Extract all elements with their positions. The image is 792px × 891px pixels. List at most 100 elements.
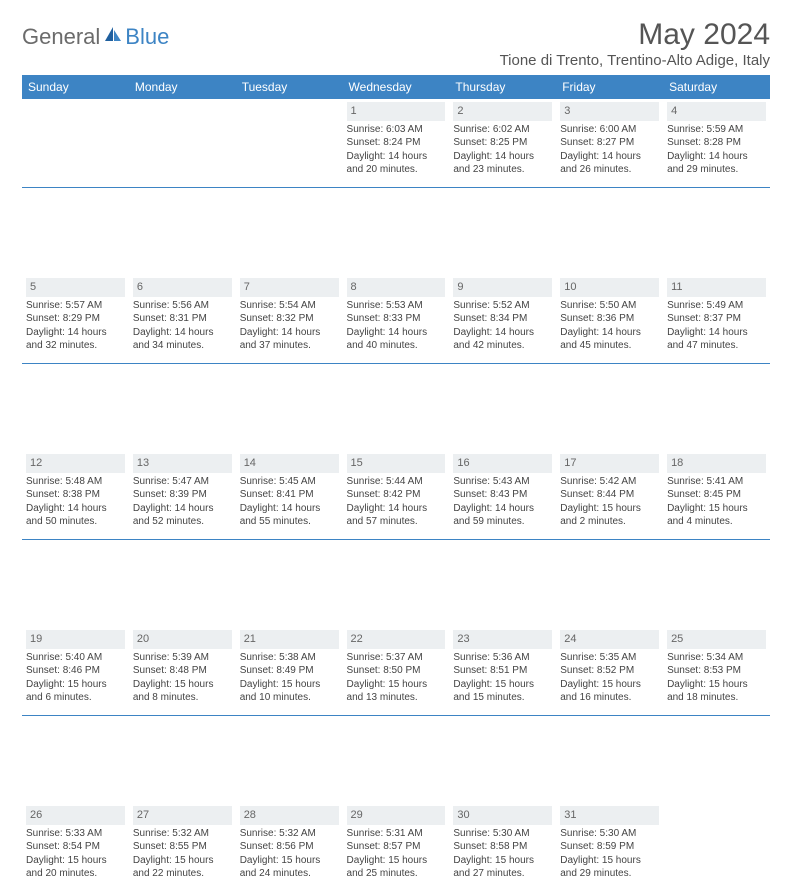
- daylight-line: Daylight: 15 hours and 13 minutes.: [347, 678, 446, 705]
- day-details: Sunrise: 5:42 AMSunset: 8:44 PMDaylight:…: [560, 475, 659, 529]
- sunrise-line: Sunrise: 5:33 AM: [26, 827, 125, 841]
- week-separator: [22, 363, 770, 451]
- sunset-line: Sunset: 8:39 PM: [133, 488, 232, 502]
- day-number: 30: [453, 806, 552, 825]
- calendar-day: 15 Sunrise: 5:44 AMSunset: 8:42 PMDayligh…: [343, 451, 450, 539]
- calendar-day-empty: [236, 99, 343, 187]
- daylight-line: Daylight: 14 hours and 57 minutes.: [347, 502, 446, 529]
- calendar-day-empty: [129, 99, 236, 187]
- calendar-day: 25Sunrise: 5:34 AMSunset: 8:53 PMDayligh…: [663, 627, 770, 715]
- calendar-body: 1Sunrise: 6:03 AMSunset: 8:24 PMDaylight…: [22, 99, 770, 891]
- sunrise-line: Sunrise: 5:56 AM: [133, 299, 232, 313]
- daylight-line: Daylight: 14 hours and 34 minutes.: [133, 326, 232, 353]
- calendar-table: SundayMondayTuesdayWednesdayThursdayFrid…: [22, 75, 770, 891]
- month-title: May 2024: [500, 18, 770, 52]
- sunset-line: Sunset: 8:28 PM: [667, 136, 766, 150]
- calendar-day: 21Sunrise: 5:38 AMSunset: 8:49 PMDayligh…: [236, 627, 343, 715]
- calendar-day: 18Sunrise: 5:41 AMSunset: 8:45 PMDayligh…: [663, 451, 770, 539]
- calendar-day: 14Sunrise: 5:45 AMSunset: 8:41 PMDayligh…: [236, 451, 343, 539]
- sunset-line: Sunset: 8:49 PM: [240, 664, 339, 678]
- day-number: 15: [347, 454, 446, 473]
- day-details: Sunrise: 5:39 AMSunset: 8:48 PMDaylight:…: [133, 651, 232, 705]
- sunrise-line: Sunrise: 5:48 AM: [26, 475, 125, 489]
- day-number: 2: [453, 102, 552, 121]
- daylight-line: Daylight: 15 hours and 2 minutes.: [560, 502, 659, 529]
- daylight-line: Daylight: 15 hours and 8 minutes.: [133, 678, 232, 705]
- week-separator: [22, 539, 770, 627]
- calendar-week: 5Sunrise: 5:57 AMSunset: 8:29 PMDaylight…: [22, 275, 770, 363]
- calendar-week: 26Sunrise: 5:33 AMSunset: 8:54 PMDayligh…: [22, 803, 770, 891]
- calendar-day: 3Sunrise: 6:00 AMSunset: 8:27 PMDaylight…: [556, 99, 663, 187]
- sunset-line: Sunset: 8:24 PM: [347, 136, 446, 150]
- sunrise-line: Sunrise: 5:45 AM: [240, 475, 339, 489]
- daylight-line: Daylight: 14 hours and 50 minutes.: [26, 502, 125, 529]
- weekday-header: Thursday: [449, 75, 556, 99]
- day-number: 8: [347, 278, 446, 297]
- sunrise-line: Sunrise: 6:02 AM: [453, 123, 552, 137]
- sunset-line: Sunset: 8:37 PM: [667, 312, 766, 326]
- sunset-line: Sunset: 8:45 PM: [667, 488, 766, 502]
- calendar-day: 13Sunrise: 5:47 AMSunset: 8:39 PMDayligh…: [129, 451, 236, 539]
- sunset-line: Sunset: 8:46 PM: [26, 664, 125, 678]
- sunrise-line: Sunrise: 5:31 AM: [347, 827, 446, 841]
- sunset-line: Sunset: 8:55 PM: [133, 840, 232, 854]
- sunset-line: Sunset: 8:41 PM: [240, 488, 339, 502]
- sunset-line: Sunset: 8:34 PM: [453, 312, 552, 326]
- sunset-line: Sunset: 8:29 PM: [26, 312, 125, 326]
- day-details: Sunrise: 5:30 AMSunset: 8:59 PMDaylight:…: [560, 827, 659, 881]
- sunrise-line: Sunrise: 6:00 AM: [560, 123, 659, 137]
- logo-sail-icon: [103, 25, 123, 45]
- sunset-line: Sunset: 8:57 PM: [347, 840, 446, 854]
- sunrise-line: Sunrise: 5:30 AM: [560, 827, 659, 841]
- calendar-head: SundayMondayTuesdayWednesdayThursdayFrid…: [22, 75, 770, 99]
- day-details: Sunrise: 5:32 AMSunset: 8:55 PMDaylight:…: [133, 827, 232, 881]
- day-details: Sunrise: 5:53 AMSunset: 8:33 PMDaylight:…: [347, 299, 446, 353]
- daylight-line: Daylight: 14 hours and 32 minutes.: [26, 326, 125, 353]
- day-number: 20: [133, 630, 232, 649]
- daylight-line: Daylight: 15 hours and 29 minutes.: [560, 854, 659, 881]
- calendar-day: 24Sunrise: 5:35 AMSunset: 8:52 PMDayligh…: [556, 627, 663, 715]
- sunrise-line: Sunrise: 5:37 AM: [347, 651, 446, 665]
- day-number: 28: [240, 806, 339, 825]
- sunrise-line: Sunrise: 5:40 AM: [26, 651, 125, 665]
- calendar-day: 11Sunrise: 5:49 AMSunset: 8:37 PMDayligh…: [663, 275, 770, 363]
- daylight-line: Daylight: 14 hours and 40 minutes.: [347, 326, 446, 353]
- sunset-line: Sunset: 8:56 PM: [240, 840, 339, 854]
- calendar-day: 5Sunrise: 5:57 AMSunset: 8:29 PMDaylight…: [22, 275, 129, 363]
- daylight-line: Daylight: 14 hours and 47 minutes.: [667, 326, 766, 353]
- sunset-line: Sunset: 8:59 PM: [560, 840, 659, 854]
- sunset-line: Sunset: 8:38 PM: [26, 488, 125, 502]
- sunrise-line: Sunrise: 5:38 AM: [240, 651, 339, 665]
- sunset-line: Sunset: 8:42 PM: [347, 488, 446, 502]
- day-details: Sunrise: 5:44 AMSunset: 8:42 PMDaylight:…: [347, 475, 446, 529]
- sunset-line: Sunset: 8:52 PM: [560, 664, 659, 678]
- sunset-line: Sunset: 8:44 PM: [560, 488, 659, 502]
- sunrise-line: Sunrise: 5:47 AM: [133, 475, 232, 489]
- title-block: May 2024 Tione di Trento, Trentino-Alto …: [500, 18, 770, 69]
- day-number: 12: [26, 454, 125, 473]
- sunset-line: Sunset: 8:32 PM: [240, 312, 339, 326]
- day-details: Sunrise: 5:31 AMSunset: 8:57 PMDaylight:…: [347, 827, 446, 881]
- sunset-line: Sunset: 8:53 PM: [667, 664, 766, 678]
- day-details: Sunrise: 5:40 AMSunset: 8:46 PMDaylight:…: [26, 651, 125, 705]
- sunrise-line: Sunrise: 5:57 AM: [26, 299, 125, 313]
- calendar-day: 26Sunrise: 5:33 AMSunset: 8:54 PMDayligh…: [22, 803, 129, 891]
- calendar-day-empty: [22, 99, 129, 187]
- day-details: Sunrise: 6:02 AMSunset: 8:25 PMDaylight:…: [453, 123, 552, 177]
- calendar-week: 12Sunrise: 5:48 AMSunset: 8:38 PMDayligh…: [22, 451, 770, 539]
- brand-part1: General: [22, 24, 100, 50]
- daylight-line: Daylight: 14 hours and 59 minutes.: [453, 502, 552, 529]
- sunset-line: Sunset: 8:58 PM: [453, 840, 552, 854]
- daylight-line: Daylight: 15 hours and 20 minutes.: [26, 854, 125, 881]
- day-number: 31: [560, 806, 659, 825]
- sunrise-line: Sunrise: 5:44 AM: [347, 475, 446, 489]
- weekday-header: Tuesday: [236, 75, 343, 99]
- daylight-line: Daylight: 14 hours and 26 minutes.: [560, 150, 659, 177]
- daylight-line: Daylight: 14 hours and 45 minutes.: [560, 326, 659, 353]
- sunset-line: Sunset: 8:50 PM: [347, 664, 446, 678]
- sunset-line: Sunset: 8:51 PM: [453, 664, 552, 678]
- sunrise-line: Sunrise: 5:49 AM: [667, 299, 766, 313]
- sunrise-line: Sunrise: 5:36 AM: [453, 651, 552, 665]
- daylight-line: Daylight: 15 hours and 16 minutes.: [560, 678, 659, 705]
- sunset-line: Sunset: 8:48 PM: [133, 664, 232, 678]
